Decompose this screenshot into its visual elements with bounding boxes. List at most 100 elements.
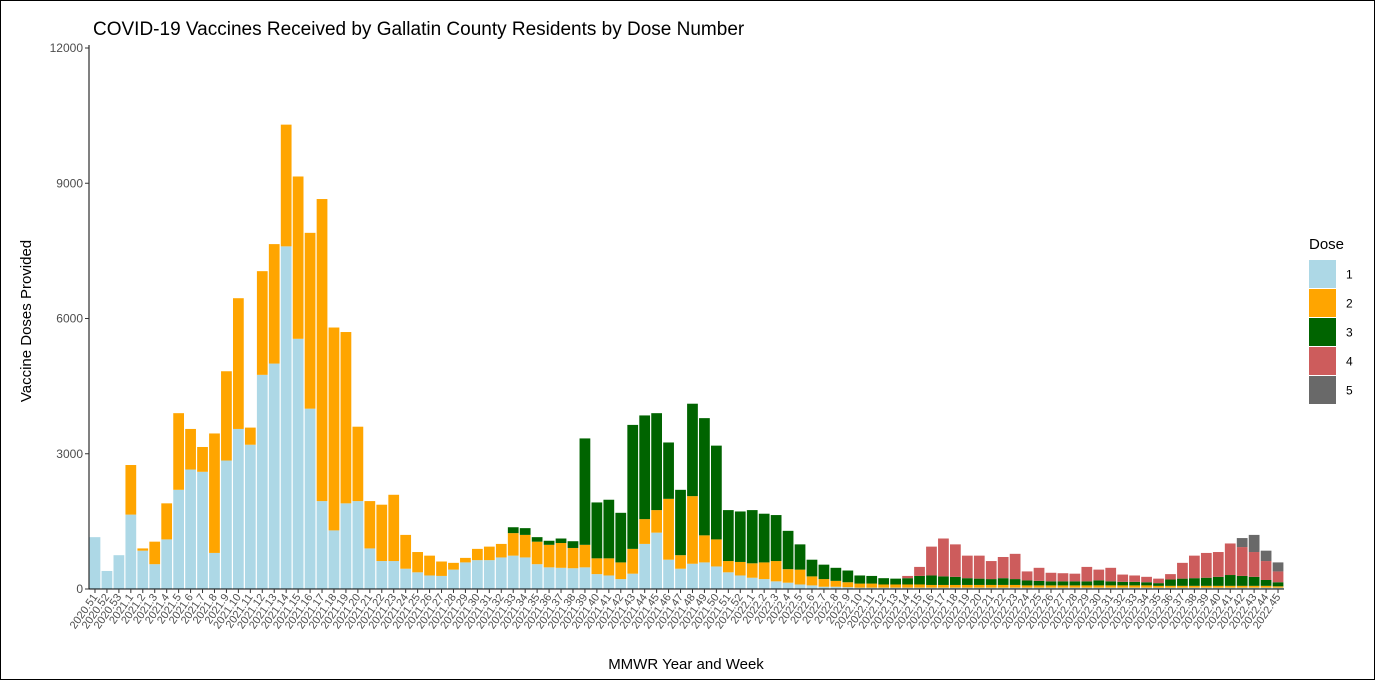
bar-segment-dose-1: [591, 574, 603, 589]
bar-segment-dose-4: [973, 555, 985, 579]
bar-segment-dose-3: [1189, 578, 1200, 586]
bar-segment-dose-2: [734, 561, 746, 576]
bar-segment-dose-2: [902, 584, 913, 588]
legend-swatch-dose-1: [1309, 260, 1336, 288]
bar-segment-dose-1: [543, 567, 555, 589]
bar-segment-dose-1: [1177, 587, 1188, 589]
y-tick-label: 0: [76, 582, 83, 596]
legend-label-dose-4: 4: [1346, 355, 1353, 369]
bar-segment-dose-2: [997, 584, 1009, 588]
bar-segment-dose-1: [1129, 587, 1140, 589]
bar-segment-dose-4: [997, 556, 1009, 579]
bar-segment-dose-3: [1105, 581, 1117, 586]
bar-segment-dose-3: [1117, 581, 1129, 586]
bar-segment-dose-1: [1212, 587, 1224, 589]
bar-segment-dose-2: [615, 562, 627, 580]
bar-segment-dose-1: [364, 548, 376, 589]
bar-segment-dose-2: [221, 371, 232, 461]
bar-segment-dose-2: [1212, 585, 1224, 588]
bar-segment-dose-4: [902, 575, 913, 579]
bar-segment-dose-2: [1117, 585, 1129, 588]
bar-segment-dose-1: [352, 501, 364, 589]
legend-swatch-dose-2: [1309, 289, 1336, 317]
bar-segment-dose-1: [209, 552, 220, 589]
bar-segment-dose-3: [615, 512, 627, 563]
bar-segment-dose-3: [699, 418, 710, 536]
bar-segment-dose-3: [1021, 580, 1033, 586]
bar-segment-dose-4: [1093, 569, 1105, 581]
bar-segment-dose-1: [806, 585, 818, 589]
bar-segment-dose-2: [125, 465, 137, 515]
bar-segment-dose-3: [567, 541, 579, 548]
bar-segment-dose-4: [1248, 552, 1260, 577]
y-tick-label: 12000: [50, 41, 84, 55]
bar-segment-dose-1: [842, 587, 854, 589]
bar-segment-dose-1: [579, 567, 591, 589]
bar-segment-dose-3: [878, 578, 890, 585]
bar-segment-dose-1: [722, 572, 734, 589]
bar-segment-dose-1: [1009, 587, 1021, 589]
bar-segment-dose-2: [1200, 585, 1212, 588]
bar-segment-dose-1: [256, 374, 268, 589]
bar-segment-dose-4: [1177, 562, 1188, 579]
bar-segment-dose-1: [1105, 587, 1117, 589]
bar-segment-dose-1: [1272, 587, 1284, 589]
bar-segment-dose-3: [687, 403, 698, 497]
legend-swatch-dose-5: [1309, 376, 1336, 404]
bar-segment-dose-4: [1129, 575, 1140, 582]
bar-segment-dose-1: [244, 444, 256, 589]
bar-segment-dose-2: [328, 327, 340, 531]
bar-segment-dose-1: [663, 559, 674, 589]
bar-segment-dose-1: [555, 567, 567, 589]
bar-segment-dose-1: [1033, 587, 1045, 589]
bar-segment-dose-1: [316, 501, 328, 589]
bar-segment-dose-2: [304, 232, 316, 409]
bar-segment-dose-1: [830, 586, 842, 589]
bar-segment-dose-3: [1236, 575, 1248, 586]
bar-segment-dose-1: [1260, 587, 1272, 589]
bar-segment-dose-5: [1272, 562, 1284, 572]
bar-segment-dose-1: [1200, 587, 1212, 589]
bar-segment-dose-3: [818, 564, 830, 580]
bar-segment-dose-5: [1260, 550, 1272, 562]
bar-segment-dose-3: [985, 579, 997, 585]
bar-segment-dose-3: [890, 578, 901, 585]
bar-segment-dose-4: [1260, 561, 1272, 580]
bar-segment-dose-1: [734, 575, 746, 589]
bar-segment-dose-3: [1165, 579, 1176, 586]
bar-segment-dose-4: [1224, 543, 1236, 576]
bar-segment-dose-3: [1248, 576, 1260, 586]
bar-segment-dose-1: [1021, 587, 1033, 589]
bar-segment-dose-3: [1057, 581, 1069, 586]
bar-segment-dose-2: [961, 584, 973, 588]
bar-segment-dose-2: [746, 563, 758, 578]
bar-segment-dose-2: [854, 583, 866, 588]
bar-segment-dose-5: [1248, 534, 1260, 553]
bar-segment-dose-3: [722, 510, 734, 562]
bar-segment-dose-1: [197, 471, 208, 589]
bar-segment-dose-2: [412, 552, 423, 573]
bar-segment-dose-3: [579, 438, 591, 545]
bar-segment-dose-1: [1236, 587, 1248, 589]
bar-segment-dose-1: [997, 587, 1009, 589]
bar-segment-dose-2: [209, 433, 220, 553]
bar-segment-dose-3: [1177, 578, 1188, 586]
bar-segment-dose-1: [519, 557, 531, 589]
bar-segment-dose-2: [1105, 585, 1117, 588]
bar-segment-dose-2: [149, 541, 161, 565]
bar-segment-dose-1: [221, 460, 232, 589]
bar-segment-dose-2: [699, 535, 710, 563]
bar-segment-dose-2: [675, 555, 686, 569]
bar-segment-dose-1: [507, 555, 519, 589]
bar-segment-dose-3: [938, 576, 949, 585]
bar-segment-dose-2: [352, 426, 364, 502]
bar-segment-dose-2: [1177, 585, 1188, 588]
bar-segment-dose-1: [699, 562, 710, 589]
bar-segment-dose-3: [782, 530, 794, 570]
bar-segment-dose-3: [663, 442, 674, 499]
bar-segment-dose-3: [711, 445, 722, 540]
bar-segment-dose-2: [914, 584, 925, 588]
bar-segment-dose-2: [1141, 585, 1152, 588]
bar-segment-dose-3: [627, 424, 639, 549]
